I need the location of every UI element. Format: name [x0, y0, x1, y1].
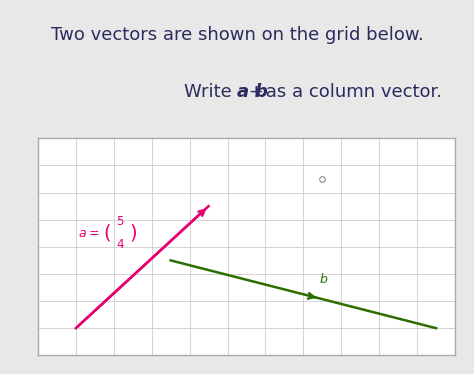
Text: +: + — [243, 83, 270, 101]
Text: a: a — [237, 83, 249, 101]
Text: as a column vector.: as a column vector. — [260, 83, 442, 101]
Text: (: ( — [103, 224, 111, 243]
Text: b: b — [255, 83, 267, 101]
Text: 5: 5 — [117, 215, 124, 229]
Text: Two vectors are shown on the grid below.: Two vectors are shown on the grid below. — [51, 26, 423, 44]
Text: ): ) — [130, 224, 137, 243]
Text: $a=$: $a=$ — [78, 227, 99, 240]
Text: 4: 4 — [117, 238, 124, 251]
Text: Write: Write — [183, 83, 237, 101]
Text: $b$: $b$ — [319, 272, 328, 286]
